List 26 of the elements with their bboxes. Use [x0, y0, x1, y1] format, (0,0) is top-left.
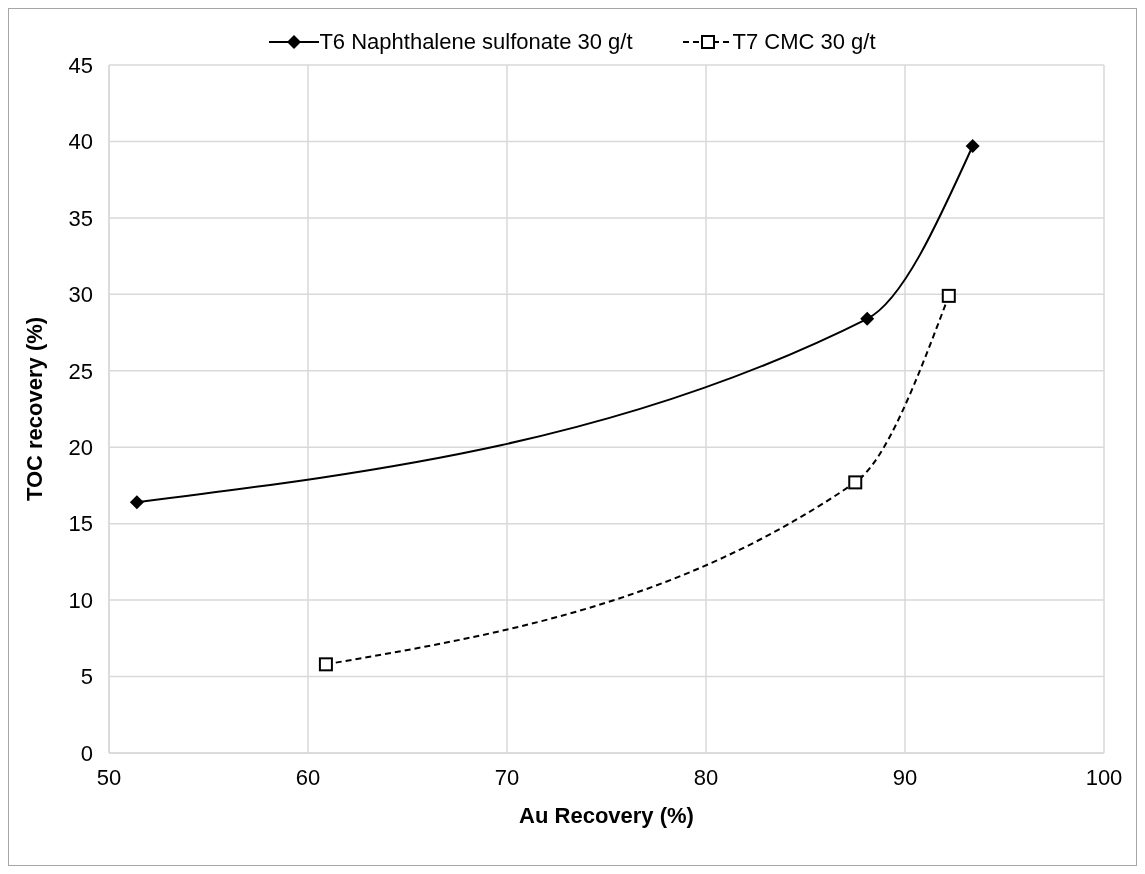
x-tick-label: 90	[892, 764, 918, 790]
legend-label: T7 CMC 30 g/t	[732, 29, 876, 55]
x-tick-label: 100	[1085, 764, 1123, 790]
point	[129, 495, 144, 510]
x-axis-title: Au Recovery (%)	[519, 803, 694, 828]
y-tick-label: 45	[68, 52, 93, 78]
x-tick-label: 70	[494, 764, 520, 790]
y-tick-label: 35	[68, 205, 93, 231]
x-tick-label: 60	[295, 764, 321, 790]
point	[941, 288, 956, 303]
point	[965, 139, 980, 154]
x-tick-label: 50	[96, 764, 122, 790]
y-tick-label: 30	[68, 282, 93, 308]
y-tick-label: 15	[68, 511, 93, 537]
point	[848, 475, 863, 490]
legend-label: T6 Naphthalene sulfonate 30 g/t	[319, 29, 633, 55]
y-tick-label: 25	[68, 358, 93, 384]
y-tick-label: 5	[80, 664, 93, 690]
y-axis-title: TOC recovery (%)	[21, 316, 47, 502]
y-tick-label: 20	[68, 435, 93, 461]
y-tick-label: 40	[68, 129, 93, 155]
y-tick-label: 0	[80, 740, 93, 766]
y-tick-label: 10	[68, 587, 93, 613]
x-tick-label: 80	[693, 764, 719, 790]
point	[318, 657, 333, 672]
point	[860, 311, 875, 326]
